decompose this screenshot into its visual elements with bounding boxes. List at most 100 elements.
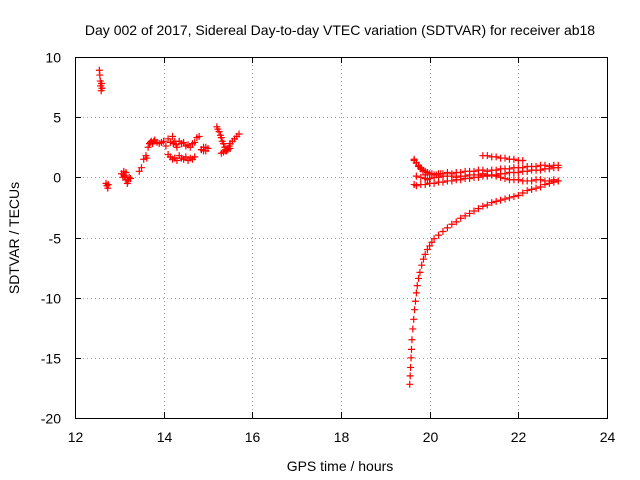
data-point: [426, 242, 434, 250]
data-point: [411, 306, 419, 314]
data-point: [514, 176, 522, 184]
data-point: [104, 181, 112, 189]
data-point: [126, 175, 134, 183]
data-point: [443, 224, 451, 232]
x-tick-label: 14: [157, 429, 173, 445]
y-axis-label: SDTVAR / TECUs: [6, 182, 22, 294]
data-point: [415, 274, 423, 282]
data-point: [423, 246, 431, 254]
data-point: [120, 171, 128, 179]
data-point: [173, 156, 181, 164]
data-point: [144, 143, 152, 151]
y-tick-label: -15: [41, 351, 61, 367]
data-point: [182, 153, 190, 161]
data-point: [519, 156, 527, 164]
data-point: [492, 171, 500, 179]
data-point: [537, 183, 544, 191]
data-point: [501, 195, 509, 203]
data-point: [492, 153, 500, 161]
data-point: [430, 235, 438, 243]
data-point: [162, 142, 170, 150]
data-point: [466, 209, 474, 217]
data-point: [501, 154, 509, 162]
data-point: [435, 231, 443, 239]
y-tick-label: -5: [49, 231, 62, 247]
data-point: [412, 289, 420, 297]
data-point: [121, 172, 129, 180]
chart-title: Day 002 of 2017, Sidereal Day-to-day VTE…: [85, 22, 595, 38]
data-point: [537, 166, 544, 174]
data-point: [514, 169, 522, 177]
data-point: [426, 179, 434, 187]
data-point: [457, 214, 465, 222]
data-point: [191, 153, 199, 161]
data-point: [215, 128, 223, 136]
data-point: [226, 144, 234, 152]
data-point: [554, 164, 562, 172]
data-point: [169, 132, 177, 140]
data-point: [501, 170, 509, 178]
y-tick-label: 10: [45, 50, 61, 66]
grid: [75, 57, 607, 418]
data-point: [497, 196, 505, 204]
x-tick-label: 18: [334, 429, 350, 445]
data-point: [479, 202, 487, 210]
x-axis-label: GPS time / hours: [287, 458, 394, 474]
data-point: [409, 325, 417, 333]
data-point: [421, 171, 429, 179]
x-tick-label: 20: [423, 429, 439, 445]
data-point: [423, 176, 431, 184]
data-point: [166, 138, 174, 146]
data-point: [421, 250, 429, 258]
data-point: [186, 143, 194, 151]
y-tick-label: -20: [41, 411, 61, 427]
data-point: [416, 268, 424, 276]
data-point: [406, 372, 414, 380]
data-point: [550, 176, 558, 184]
data-point: [439, 227, 447, 235]
data-point: [407, 354, 415, 362]
data-point: [554, 177, 562, 185]
y-tick-label: 5: [53, 110, 61, 126]
data-point: [195, 132, 203, 140]
data-point: [483, 172, 491, 180]
data-point: [96, 71, 104, 79]
data-point: [191, 138, 199, 146]
data-point: [417, 173, 425, 181]
data-point: [523, 167, 531, 175]
data-point: [173, 143, 181, 151]
data-point: [408, 336, 416, 344]
data-point: [470, 207, 478, 215]
data-point: [419, 167, 427, 175]
x-tick-label: 24: [600, 429, 616, 445]
x-tick-label: 12: [68, 429, 84, 445]
data-point: [505, 194, 513, 202]
data-point: [483, 201, 491, 209]
data-point: [448, 220, 456, 228]
data-point: [180, 138, 188, 146]
data-point: [439, 178, 447, 186]
y-tick-label: -10: [41, 291, 61, 307]
data-point: [419, 255, 427, 263]
data-point: [421, 181, 429, 189]
data-point: [545, 177, 553, 185]
data-point: [125, 173, 133, 181]
data-point: [407, 345, 415, 353]
data-point: [140, 155, 148, 163]
data-point: [528, 177, 536, 185]
data-point: [411, 297, 419, 305]
data-point: [412, 182, 420, 190]
data-point: [492, 197, 500, 205]
data-point: [410, 315, 418, 323]
data-point: [217, 134, 225, 142]
data-point: [417, 164, 425, 172]
data-point: [537, 176, 544, 184]
data-point: [202, 147, 210, 155]
data-point: [150, 137, 158, 145]
x-tick-label: 16: [245, 429, 261, 445]
data-point: [519, 189, 527, 197]
data-points: [95, 66, 562, 388]
data-point: [200, 143, 208, 151]
data-point: [523, 187, 531, 195]
